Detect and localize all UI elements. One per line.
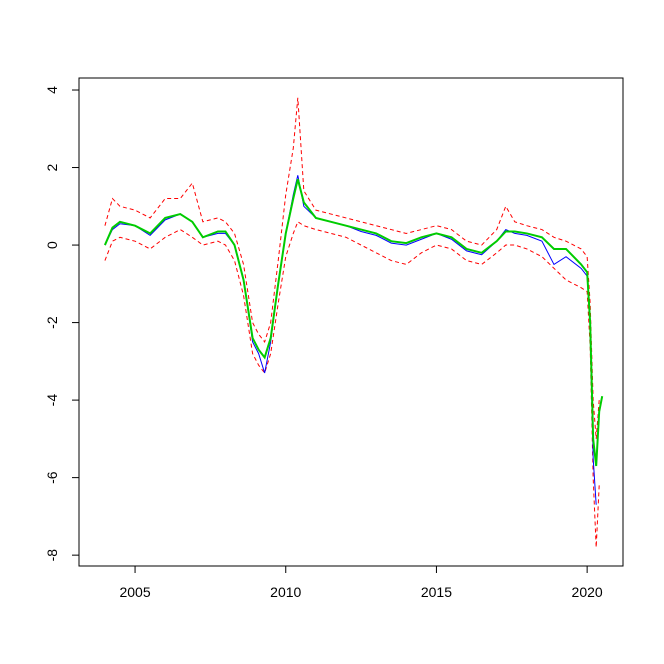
y-tick-label: 4 bbox=[44, 86, 60, 94]
y-tick-label: -2 bbox=[44, 316, 60, 329]
y-tick-label: 0 bbox=[44, 241, 60, 249]
x-tick-label: 2010 bbox=[270, 584, 301, 600]
x-tick-label: 2005 bbox=[119, 584, 150, 600]
x-tick-label: 2020 bbox=[572, 584, 603, 600]
x-tick-label: 2015 bbox=[421, 584, 452, 600]
y-tick-label: 2 bbox=[44, 163, 60, 171]
data-line bbox=[104, 178, 604, 467]
y-tick-label: -8 bbox=[44, 549, 60, 562]
data-line bbox=[104, 97, 600, 439]
y-tick-label: -6 bbox=[44, 471, 60, 484]
plot-frame bbox=[78, 77, 624, 567]
y-tick-label: -4 bbox=[44, 394, 60, 407]
data-line bbox=[104, 221, 600, 548]
